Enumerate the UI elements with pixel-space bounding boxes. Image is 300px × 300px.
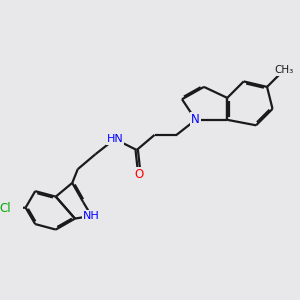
Text: CH₃: CH₃ — [274, 65, 293, 75]
Text: N: N — [191, 113, 200, 126]
Text: Cl: Cl — [0, 202, 11, 215]
Text: HN: HN — [106, 134, 123, 144]
Text: NH: NH — [83, 211, 100, 221]
Text: O: O — [135, 168, 144, 181]
